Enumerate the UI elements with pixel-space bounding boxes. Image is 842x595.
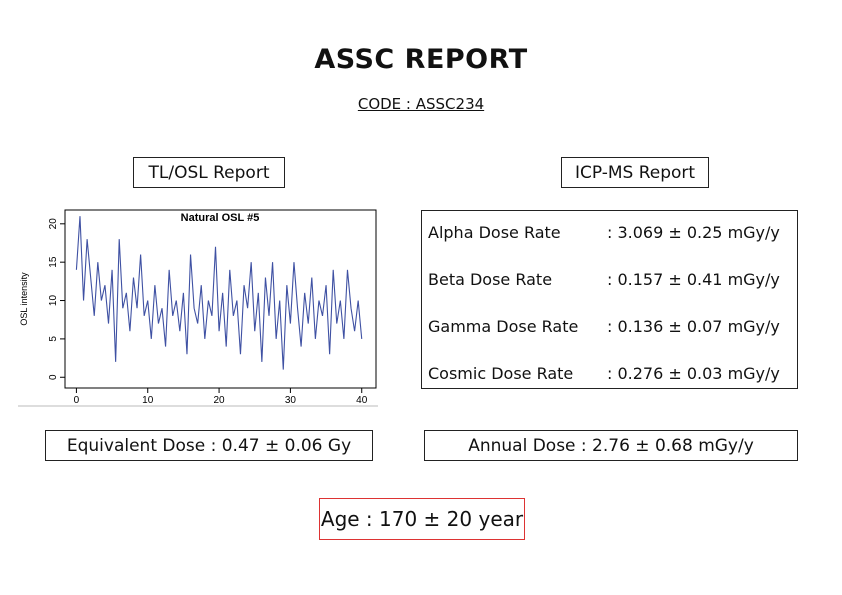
annual-dose: Annual Dose : 2.76 ± 0.68 mGy/y [424, 430, 798, 461]
x-tick-label: 20 [214, 395, 226, 406]
report-code: CODE : ASSC234 [357, 95, 485, 113]
chart-title: Natural OSL #5 [181, 212, 260, 224]
y-tick-label: 20 [48, 218, 59, 230]
osl-chart: Natural OSL #5 OSL intensity 0 10 20 30 40 0 5… [18, 209, 378, 407]
dose-value: : 3.069 ± 0.25 mGy/y [607, 223, 780, 242]
y-tick-label: 15 [48, 256, 59, 268]
x-tick-label: 30 [285, 395, 297, 406]
plot-frame [64, 209, 377, 389]
dose-label: Beta Dose Rate [428, 270, 553, 289]
section-label: TL/OSL Report [133, 157, 285, 188]
x-tick-label: 40 [356, 395, 368, 406]
dose-table: Alpha Dose Rate : 3.069 ± 0.25 mGy/y Beta … [421, 210, 798, 389]
y-tick-label: 0 [48, 374, 59, 380]
y-tick-label: 10 [48, 295, 59, 307]
dose-value: : 0.136 ± 0.07 mGy/y [607, 317, 780, 336]
equivalent-dose: Equivalent Dose : 0.47 ± 0.06 Gy [45, 430, 373, 461]
section-label: ICP-MS Report [561, 157, 709, 188]
age: Age : 170 ± 20 year [319, 498, 525, 540]
report-title: ASSC REPORT [314, 44, 528, 75]
dose-value: : 0.157 ± 0.41 mGy/y [607, 270, 780, 289]
osl-line [75, 216, 363, 370]
x-tick-label: 10 [142, 395, 154, 406]
dose-label: Gamma Dose Rate [428, 317, 579, 336]
x-tick-label: 0 [74, 395, 80, 406]
y-axis-label: OSL intensity [19, 272, 29, 326]
dose-label: Alpha Dose Rate [428, 223, 561, 242]
y-tick-label: 5 [48, 336, 59, 342]
dose-label: Cosmic Dose Rate [428, 364, 574, 383]
dose-value: : 0.276 ± 0.03 mGy/y [607, 364, 780, 383]
